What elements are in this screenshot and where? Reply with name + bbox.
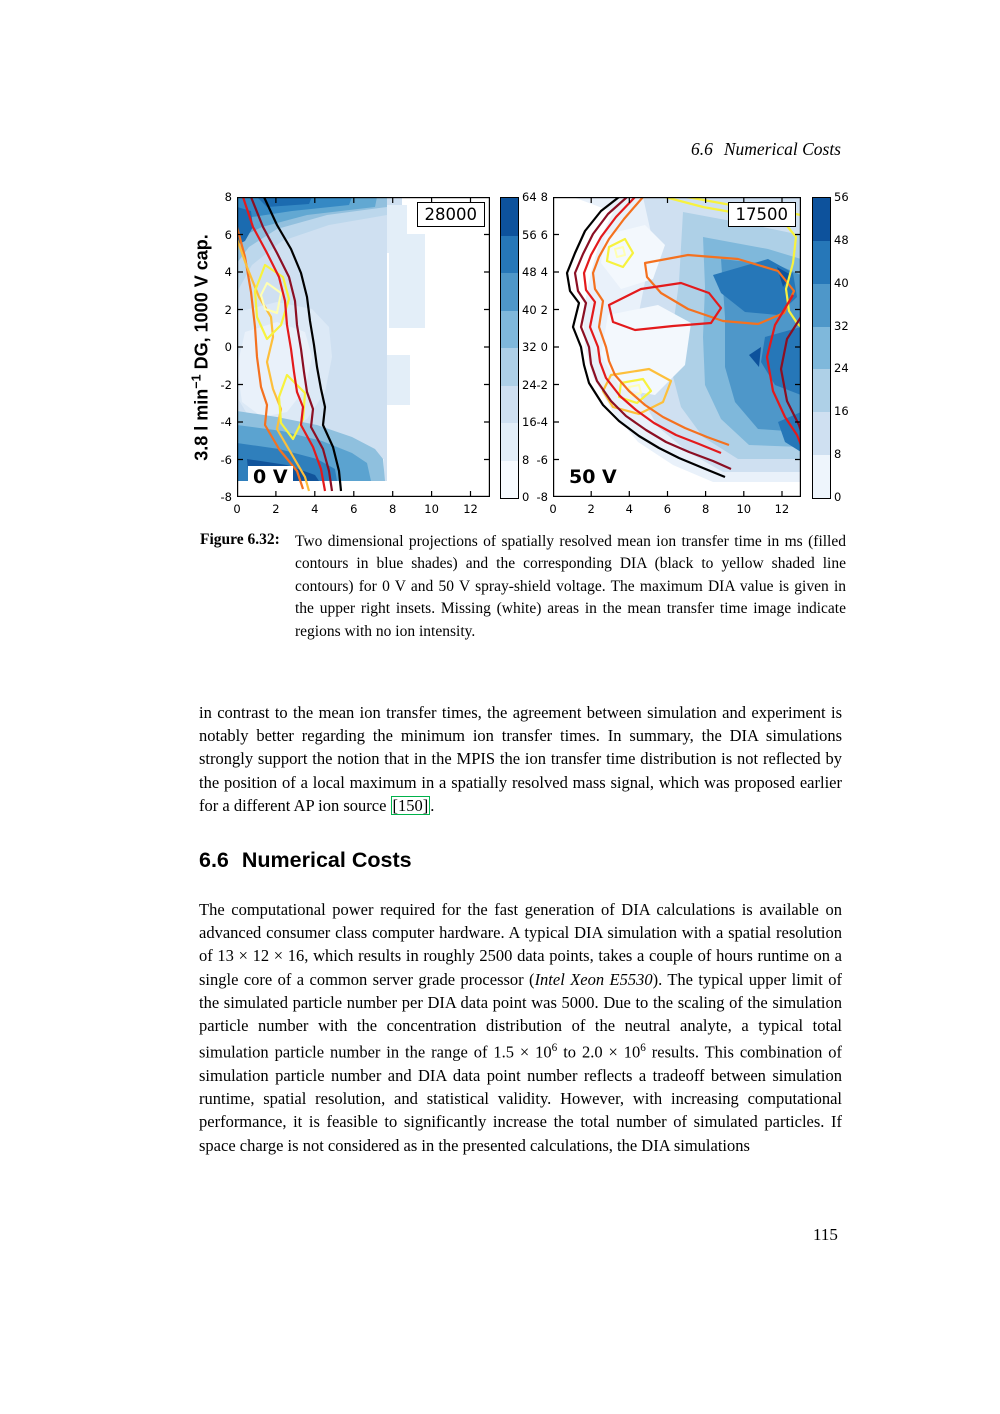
tick-label: 8	[389, 502, 397, 516]
tick-label: 6	[663, 502, 672, 516]
tick-label: 8	[701, 502, 710, 516]
tick-label: -6	[536, 452, 548, 467]
tick-label: 56	[522, 227, 537, 242]
tick-label: 64	[522, 190, 537, 204]
tick-label: -8	[220, 490, 232, 504]
tick-label: 16	[834, 404, 849, 419]
figure-caption-label: Figure 6.32:	[200, 531, 280, 548]
figure-caption-text: Two dimensional projections of spatially…	[295, 533, 846, 640]
body-paragraph-1: in contrast to the mean ion transfer tim…	[199, 703, 842, 816]
tick-label: -4	[536, 415, 548, 429]
tick-label: -2	[536, 377, 548, 392]
max-dia-inset-50v: 17500	[727, 202, 796, 228]
tick-label: 32	[522, 340, 537, 354]
tick-label: -2	[220, 377, 232, 392]
tick-label: -4	[220, 415, 232, 429]
tick-label: 4	[540, 265, 548, 279]
tick-label: 24	[522, 377, 537, 392]
tick-label: -8	[536, 490, 548, 504]
colorbar-50v	[812, 197, 831, 499]
tick-label: 0	[549, 502, 557, 516]
tick-label: 48	[834, 232, 849, 247]
tick-label: 8	[540, 190, 548, 204]
voltage-label-0v: 0 V	[248, 466, 293, 488]
tick-label: 0	[224, 340, 232, 354]
x-tick-labels-0v: 0 2 4 6 8 10 12	[233, 500, 490, 516]
tick-label: 32	[834, 318, 849, 333]
running-header: 6.6 Numerical Costs	[691, 139, 841, 160]
tick-label: 6	[540, 227, 548, 242]
tick-label: 24	[834, 361, 849, 376]
x-tick-labels-50v: 0 2 4 6 8 10 12	[549, 500, 801, 516]
contour-plot-0v: 28000 0 V	[237, 197, 490, 497]
tick-label: 2	[540, 302, 548, 317]
tick-label: 0	[540, 340, 548, 354]
max-dia-inset-0v: 28000	[416, 202, 485, 228]
body-paragraph-2: The computational power required for the…	[199, 900, 843, 1155]
tick-label: 56	[834, 190, 849, 204]
y-tick-labels-50v: 8 6 4 2 0 -2 -4 -6 -8	[524, 190, 548, 504]
tick-label: 8	[834, 447, 842, 462]
section-heading: 6.6 Numerical Costs	[199, 848, 412, 873]
tick-label: 0	[233, 502, 241, 516]
contour-plot-50v-canvas	[553, 197, 801, 497]
colorbar-0v	[500, 197, 519, 499]
y-tick-labels-0v: 8 6 4 2 0 -2 -4 -6 -8	[206, 190, 232, 504]
tick-label: 0	[522, 490, 530, 504]
contour-plot-50v: 17500 50 V	[553, 197, 801, 497]
tick-label: 2	[224, 302, 232, 317]
page-number: 115	[813, 1225, 838, 1244]
running-header-section-number: 6.6	[690, 139, 713, 159]
tick-label: 4	[224, 265, 232, 279]
tick-label: 40	[522, 302, 537, 317]
tick-label: 8	[224, 190, 232, 204]
section-title: Numerical Costs	[241, 848, 412, 872]
citation-link[interactable]: [150]	[390, 795, 431, 816]
colorbar-ticks-50v: 56 48 40 32 24 16 8 0	[834, 190, 854, 504]
tick-label: 16	[522, 415, 537, 429]
tick-label: 6	[350, 502, 358, 516]
tick-label: 2	[272, 502, 280, 516]
tick-label: 4	[625, 502, 633, 516]
tick-label: 48	[522, 265, 537, 279]
tick-label: 4	[311, 502, 319, 516]
tick-label: 8	[522, 452, 530, 467]
running-header-section-title: Numerical Costs	[723, 139, 841, 159]
contour-plot-0v-canvas	[237, 197, 490, 497]
section-number: 6.6	[199, 848, 229, 872]
tick-label: 0	[834, 490, 842, 504]
voltage-label-50v: 50 V	[564, 466, 622, 488]
colorbar-ticks-0v: 64 56 48 40 32 24 16 8 0	[522, 190, 542, 504]
tick-label: 10	[424, 502, 439, 516]
tick-label: 12	[463, 502, 478, 516]
tick-label: 2	[587, 502, 595, 516]
tick-label: 12	[774, 502, 790, 516]
tick-label: -6	[220, 452, 232, 467]
tick-label: 6	[224, 227, 232, 242]
tick-label: 10	[736, 502, 752, 516]
tick-label: 40	[834, 275, 849, 290]
